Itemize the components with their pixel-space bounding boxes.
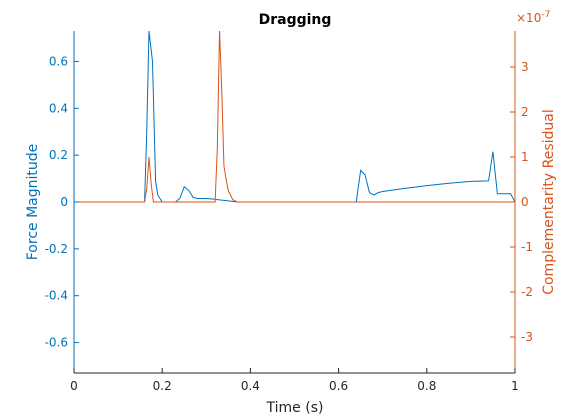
right-axis-exponent: ×10-7: [516, 10, 550, 25]
y-left-tick-label: 0: [60, 195, 68, 209]
chart-title: Dragging: [259, 12, 332, 28]
y-left-tick-label: 0.6: [49, 54, 68, 68]
right-axis-exponent-power: -7: [541, 10, 550, 20]
plot-layer: [74, 31, 515, 203]
x-tick-label: 0.8: [417, 379, 436, 393]
y-right-tick-label: -3: [521, 330, 533, 344]
x-axis-label: Time (s): [266, 400, 324, 416]
y-left-tick-label: -0.6: [45, 336, 68, 350]
y-left-axis-label: Force Magnitude: [25, 144, 41, 261]
y-right-axis-label: Complementarity Residual: [541, 109, 557, 295]
x-tick-label: 0.6: [329, 379, 348, 393]
x-tick-label: 1: [511, 379, 519, 393]
y-right-tick-label: -2: [521, 285, 533, 299]
y-left-tick-label: 0.2: [49, 148, 68, 162]
y-left-tick-label: 0.4: [49, 101, 68, 115]
axes-layer: 0 0.2 0.4 0.6 0.8 1 -0.6 -0.4 -0.2 0 0.2 0.4 0.6 -3 -2…: [45, 31, 533, 393]
y-right-tick-label: 1: [521, 150, 529, 164]
y-left-tick-label: -0.2: [45, 242, 68, 256]
right-axis-exponent-base: ×10: [516, 11, 541, 25]
y-right-tick-label: 2: [521, 105, 529, 119]
y-right-tick-label: 3: [521, 60, 529, 74]
y-right-tick-label: 0: [521, 195, 529, 209]
y-right-tick-label: -1: [521, 240, 533, 254]
x-tick-label: 0.4: [241, 379, 260, 393]
y-left-tick-label: -0.4: [45, 289, 68, 303]
series-group: [74, 31, 515, 203]
x-tick-label: 0.2: [153, 379, 172, 393]
series-line-complementarity-residual: [74, 31, 515, 203]
x-tick-label: 0: [70, 379, 78, 393]
